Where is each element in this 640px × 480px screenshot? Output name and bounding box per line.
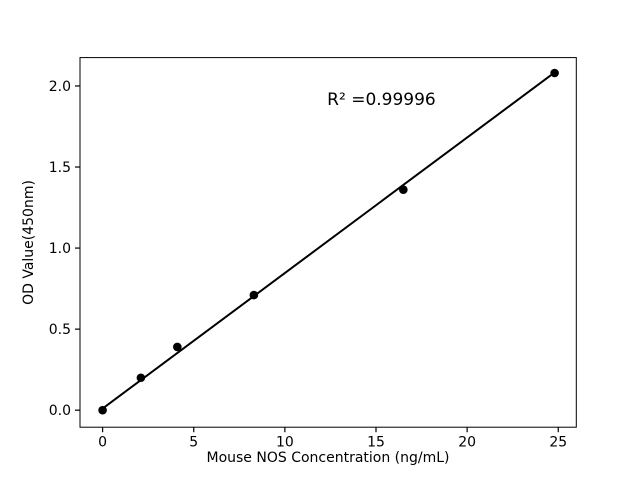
data-point — [550, 68, 559, 78]
plot-area-frame — [79, 57, 577, 428]
data-point — [136, 373, 146, 383]
y-axis-label: OD Value(450nm) — [21, 180, 37, 305]
x-tick-label: 20 — [458, 435, 476, 451]
x-tick-label: 25 — [549, 435, 567, 451]
x-tick-label: 5 — [189, 435, 198, 451]
x-axis-label: Mouse NOS Concentration (ng/mL) — [206, 450, 449, 466]
data-point — [173, 342, 182, 352]
y-tick-label: 2.0 — [49, 79, 71, 95]
y-tick-label: 1.5 — [49, 160, 71, 176]
data-point — [399, 185, 408, 195]
x-tick-label: 15 — [367, 435, 385, 451]
y-tick-label: 0.5 — [49, 322, 71, 338]
r-squared-annotation: R² =0.99996 — [327, 90, 436, 110]
y-tick-label: 0.0 — [49, 403, 71, 419]
data-point — [249, 290, 259, 300]
fit-line — [101, 71, 556, 410]
x-tick-label: 10 — [276, 435, 294, 451]
data-point — [98, 405, 107, 415]
x-tick-label: 0 — [98, 435, 107, 451]
y-tick-label: 1.0 — [49, 241, 71, 257]
